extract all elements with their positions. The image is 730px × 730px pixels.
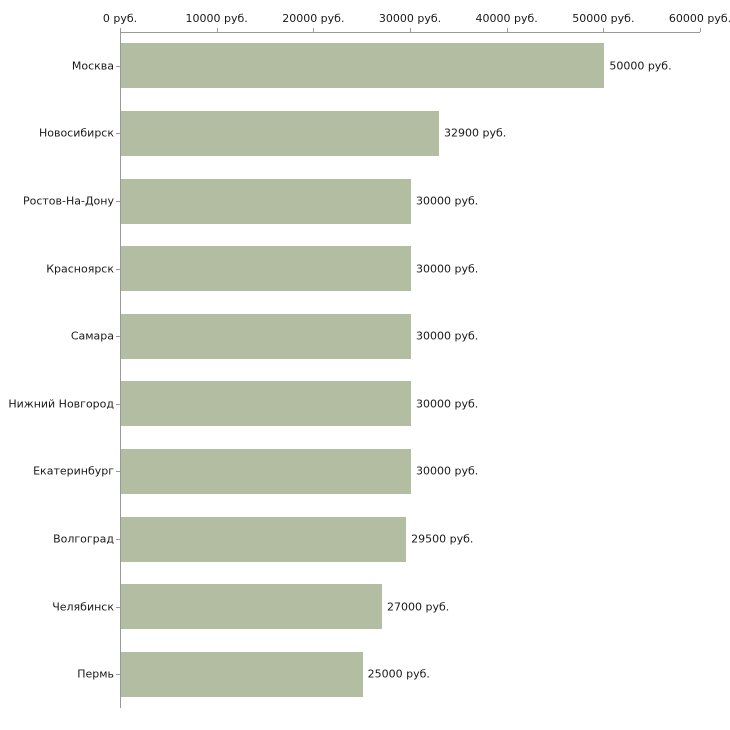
value-label: 30000 руб. <box>416 262 479 276</box>
category-label: Красноярск <box>46 262 114 276</box>
y-tick-mark <box>116 336 120 337</box>
bar-Челябинск <box>121 584 382 630</box>
y-tick-mark <box>116 674 120 675</box>
x-tick-label: 40000 руб. <box>475 12 538 25</box>
x-tick-mark <box>506 28 508 32</box>
y-axis-line <box>120 32 121 708</box>
bar-Москва <box>121 43 605 89</box>
y-tick-mark <box>116 269 120 270</box>
category-label: Екатеринбург <box>33 464 114 478</box>
value-label: 30000 руб. <box>416 329 479 343</box>
y-tick-mark <box>116 404 120 405</box>
y-tick-mark <box>116 133 120 134</box>
x-tick-mark <box>410 28 411 32</box>
x-tick-label: 0 руб. <box>102 12 138 25</box>
category-label: Нижний Новгород <box>8 397 114 411</box>
category-label: Москва <box>71 59 114 73</box>
value-label: 50000 руб. <box>609 59 672 73</box>
value-label: 30000 руб. <box>416 194 479 208</box>
category-label: Ростов-На-Дону <box>22 194 114 208</box>
value-label: 25000 руб. <box>367 667 430 681</box>
value-label: 30000 руб. <box>416 464 479 478</box>
bar-Екатеринбург <box>121 448 411 494</box>
category-label: Новосибирск <box>38 126 114 140</box>
x-axis-line <box>120 32 700 33</box>
x-tick-mark <box>216 28 218 32</box>
bar-Красноярск <box>121 246 411 292</box>
value-label: 29500 руб. <box>411 532 474 546</box>
value-label: 30000 руб. <box>416 397 479 411</box>
bar-Нижний Новгород <box>121 381 411 427</box>
x-tick-label: 20000 руб. <box>282 12 345 25</box>
bar-Новосибирск <box>121 110 440 156</box>
x-tick-mark <box>700 28 701 32</box>
category-label: Волгоград <box>53 532 114 546</box>
value-label: 27000 руб. <box>387 600 450 614</box>
category-label: Челябинск <box>52 600 114 614</box>
x-tick-mark <box>313 28 315 32</box>
value-label: 32900 руб. <box>444 126 507 140</box>
y-tick-mark <box>116 607 120 608</box>
y-tick-mark <box>116 66 120 67</box>
bar-Самара <box>121 313 411 359</box>
x-tick-mark <box>120 28 121 32</box>
y-tick-mark <box>116 201 120 202</box>
bar-Волгоград <box>121 516 407 562</box>
x-tick-label: 50000 руб. <box>572 12 635 25</box>
x-tick-mark <box>603 28 605 32</box>
bar-Пермь <box>121 651 363 697</box>
x-tick-label: 30000 руб. <box>378 12 442 25</box>
y-tick-mark <box>116 539 120 540</box>
category-label: Самара <box>70 329 114 343</box>
bar-Ростов-На-Дону <box>121 178 411 224</box>
x-tick-label: 10000 руб. <box>185 12 248 25</box>
y-tick-mark <box>116 471 120 472</box>
x-tick-label: 60000 руб. <box>668 12 730 25</box>
category-label: Пермь <box>77 667 114 681</box>
